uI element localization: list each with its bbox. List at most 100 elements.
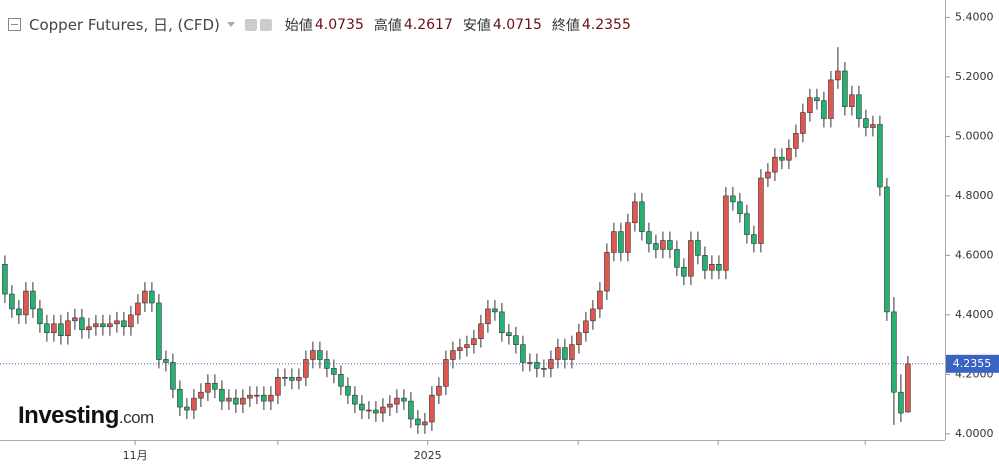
candle-body bbox=[793, 133, 799, 149]
candle-body bbox=[128, 314, 134, 328]
candle-body bbox=[9, 293, 15, 310]
candle-body bbox=[352, 394, 358, 405]
settings-icon[interactable] bbox=[259, 18, 272, 31]
candle-body bbox=[100, 323, 106, 328]
candle-body bbox=[429, 394, 435, 423]
candle-body bbox=[149, 290, 155, 304]
candle-body bbox=[541, 368, 547, 370]
candle-body bbox=[555, 347, 561, 360]
candle-body bbox=[499, 311, 505, 334]
candle-body bbox=[219, 388, 225, 402]
candle-body bbox=[744, 213, 750, 235]
candle-body bbox=[597, 290, 603, 310]
candle-body bbox=[142, 290, 148, 304]
candle-body bbox=[79, 317, 85, 331]
candle-body bbox=[121, 320, 127, 328]
candle-body bbox=[289, 377, 295, 381]
candle-body bbox=[16, 308, 22, 316]
logo-suffix: .com bbox=[118, 408, 154, 427]
candle-body bbox=[548, 359, 554, 369]
candle-body bbox=[387, 403, 393, 408]
candle-body bbox=[653, 243, 659, 250]
candle-body bbox=[702, 255, 708, 271]
candle-body bbox=[282, 377, 288, 379]
eye-icon[interactable] bbox=[244, 18, 257, 31]
candle-body bbox=[345, 385, 351, 396]
candle-body bbox=[905, 363, 911, 413]
candle-body bbox=[191, 397, 197, 411]
candle-body bbox=[709, 264, 715, 271]
candle-body bbox=[44, 323, 50, 334]
candle-body bbox=[849, 94, 855, 107]
last-price-box bbox=[946, 354, 999, 373]
candle-body bbox=[72, 317, 78, 322]
candle-body bbox=[583, 320, 589, 334]
candle-body bbox=[359, 403, 365, 411]
logo: Investing.com bbox=[18, 402, 154, 430]
candle-body bbox=[114, 320, 120, 325]
last-price-label: 4.2355 bbox=[953, 357, 992, 370]
candle-body bbox=[877, 124, 883, 188]
candle-body bbox=[156, 302, 162, 360]
candle-body bbox=[233, 397, 239, 405]
candle-body bbox=[247, 394, 253, 399]
candle-body bbox=[86, 326, 92, 331]
candle-body bbox=[205, 382, 211, 393]
candle-body bbox=[408, 400, 414, 420]
candle-body bbox=[891, 311, 897, 393]
candle-body bbox=[688, 240, 694, 277]
candle-body bbox=[898, 391, 904, 414]
candle-body bbox=[380, 406, 386, 414]
dropdown-caret[interactable] bbox=[226, 22, 235, 27]
candle-body bbox=[667, 240, 673, 250]
candle-body bbox=[870, 124, 876, 128]
candle-body bbox=[534, 362, 540, 369]
candle-body bbox=[751, 234, 757, 244]
ohlc-value: 4.0715 bbox=[492, 16, 542, 33]
candle-body bbox=[569, 344, 575, 360]
candle-body bbox=[506, 332, 512, 336]
header: Copper Futures, 日, (CFD) 始値 4.0735 高値 4.26… bbox=[8, 14, 631, 35]
y-tick-label: 5.0000 bbox=[955, 129, 994, 142]
candle-body bbox=[842, 70, 848, 107]
candle-body bbox=[646, 231, 652, 244]
candle-body bbox=[471, 338, 477, 345]
candle-body bbox=[107, 323, 113, 328]
candle-body bbox=[758, 177, 764, 244]
candle-body bbox=[786, 148, 792, 161]
y-tick-label: 5.4000 bbox=[955, 10, 994, 23]
candle-body bbox=[324, 359, 330, 369]
candle-body bbox=[611, 231, 617, 253]
candle-body bbox=[394, 397, 400, 405]
y-tick-label: 4.8000 bbox=[955, 189, 994, 202]
candle-body bbox=[415, 418, 421, 426]
candle-body bbox=[513, 335, 519, 345]
logo-main: Investing bbox=[18, 402, 119, 429]
candle-body bbox=[163, 359, 169, 363]
candle-body bbox=[93, 323, 99, 328]
candle-body bbox=[828, 79, 834, 119]
candle-body bbox=[366, 409, 372, 412]
candle-body bbox=[772, 156, 778, 173]
candle-body bbox=[198, 391, 204, 399]
candle-body bbox=[310, 350, 316, 360]
candle-body bbox=[331, 368, 337, 375]
candle-body bbox=[478, 323, 484, 339]
candle-body bbox=[58, 323, 64, 336]
candle-body bbox=[457, 347, 463, 351]
candle-body bbox=[814, 97, 820, 102]
x-tick-label: 11月 bbox=[123, 449, 148, 462]
ohlc-key: 安値 bbox=[462, 17, 491, 34]
candle-body bbox=[730, 195, 736, 203]
candle-body bbox=[765, 171, 771, 179]
candle-body bbox=[30, 290, 36, 310]
collapse-icon[interactable] bbox=[8, 18, 21, 31]
candle-body bbox=[135, 302, 141, 316]
ohlc-value: 4.2355 bbox=[581, 16, 631, 33]
candle-body bbox=[226, 397, 232, 402]
candle-body bbox=[527, 362, 533, 364]
candle-body bbox=[436, 385, 442, 396]
candle-body bbox=[184, 406, 190, 411]
